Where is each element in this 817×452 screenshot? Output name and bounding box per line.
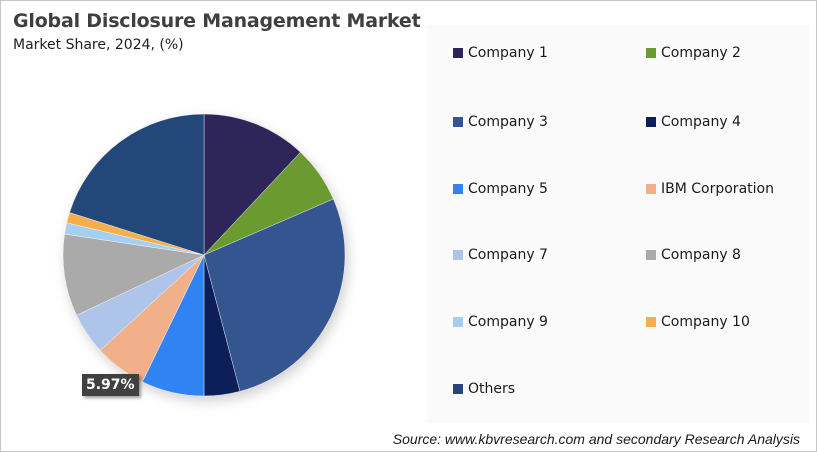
chart-subtitle: Market Share, 2024, (%) (13, 37, 184, 53)
legend-item: Company 2 (646, 45, 741, 61)
pie-slice-company-3 (203, 198, 346, 392)
legend-item: Company 5 (453, 181, 548, 197)
legend-label: Company 3 (468, 114, 548, 130)
legend-swatch-icon (453, 250, 463, 260)
ibm-share-data-label: 5.97% (82, 374, 139, 396)
legend-label: Company 5 (468, 181, 548, 197)
legend-label: Company 2 (661, 45, 741, 61)
legend-item: Company 7 (453, 247, 548, 263)
pie-chart (56, 107, 352, 403)
legend-swatch-icon (453, 317, 463, 327)
legend-swatch-icon (646, 317, 656, 327)
legend-swatch-icon (453, 117, 463, 127)
legend-item: Others (453, 381, 515, 397)
pie-slice-others (69, 113, 205, 256)
source-note: Source: www.kbvresearch.com and secondar… (392, 431, 800, 447)
legend-swatch-icon (646, 48, 656, 58)
legend-label: Company 4 (661, 114, 741, 130)
legend-label: Others (468, 381, 516, 397)
legend-item: Company 8 (646, 247, 741, 263)
legend-swatch-icon (453, 48, 463, 58)
legend-item: Company 1 (453, 45, 548, 61)
legend-item: Company 3 (453, 114, 548, 130)
legend-swatch-icon (646, 250, 656, 260)
legend-item: Company 4 (646, 114, 741, 130)
legend-item: Company 9 (453, 314, 548, 330)
legend-label: Company 7 (468, 247, 548, 263)
legend-label: Company 1 (468, 45, 548, 61)
legend-swatch-icon (646, 184, 656, 194)
legend-item: IBM Corporation (646, 181, 774, 197)
pie-svg (62, 113, 346, 397)
legend-swatch-icon (453, 184, 463, 194)
legend: Company 1 Company 2 Company 3 Company 4 … (427, 25, 809, 423)
legend-label: Company 9 (468, 314, 548, 330)
pie-slice-company-8 (62, 233, 205, 316)
pie-slice-company-1 (203, 113, 301, 256)
chart-title: Global Disclosure Management Market (13, 10, 421, 32)
legend-label: Company 10 (661, 314, 750, 330)
legend-swatch-icon (453, 384, 463, 394)
legend-item: Company 10 (646, 314, 750, 330)
legend-swatch-icon (646, 117, 656, 127)
legend-label: IBM Corporation (661, 181, 774, 197)
legend-label: Company 8 (661, 247, 741, 263)
